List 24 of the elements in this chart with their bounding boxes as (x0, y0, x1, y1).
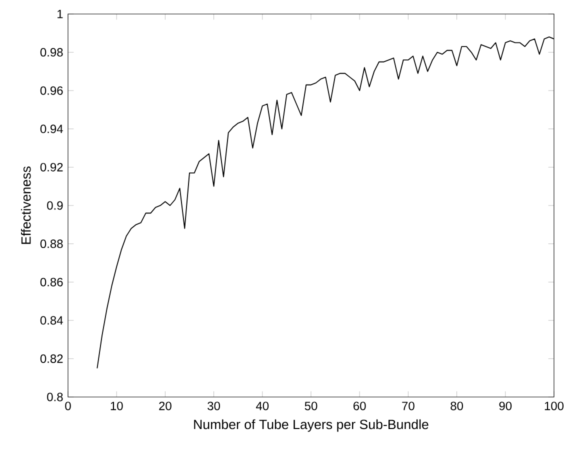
y-tick-label: 0.94 (40, 124, 63, 134)
x-tick-label: 50 (304, 402, 318, 410)
y-tick-label: 0.92 (40, 162, 63, 172)
x-tick-label: 0 (65, 402, 71, 410)
y-tick-label: 0.8 (47, 392, 63, 402)
y-tick-label: 0.98 (40, 48, 63, 57)
x-tick-label: 70 (402, 402, 414, 410)
x-axis-title: Number of Tube Layers per Sub-Bundle (194, 419, 428, 432)
y-tick-label: 1 (58, 10, 63, 18)
x-tick-label: 90 (499, 402, 512, 410)
y-tick-label: 0.82 (40, 354, 63, 363)
x-tick-label: 40 (256, 402, 269, 410)
x-tick-label: 20 (159, 402, 172, 410)
y-tick-label: 0.9 (47, 201, 63, 210)
x-tick-label: 10 (110, 402, 123, 410)
x-tick-label: 30 (208, 402, 220, 410)
x-tick-label: 100 (544, 402, 564, 410)
y-axis-title: Effectiveness (20, 166, 31, 244)
y-tick-label: 0.86 (40, 278, 63, 286)
y-tick-label: 0.88 (40, 240, 63, 248)
y-tick-label: 0.96 (40, 86, 63, 95)
y-tick-label: 0.84 (40, 316, 63, 325)
x-tick-label: 80 (450, 402, 464, 410)
x-tick-label: 60 (354, 402, 366, 410)
